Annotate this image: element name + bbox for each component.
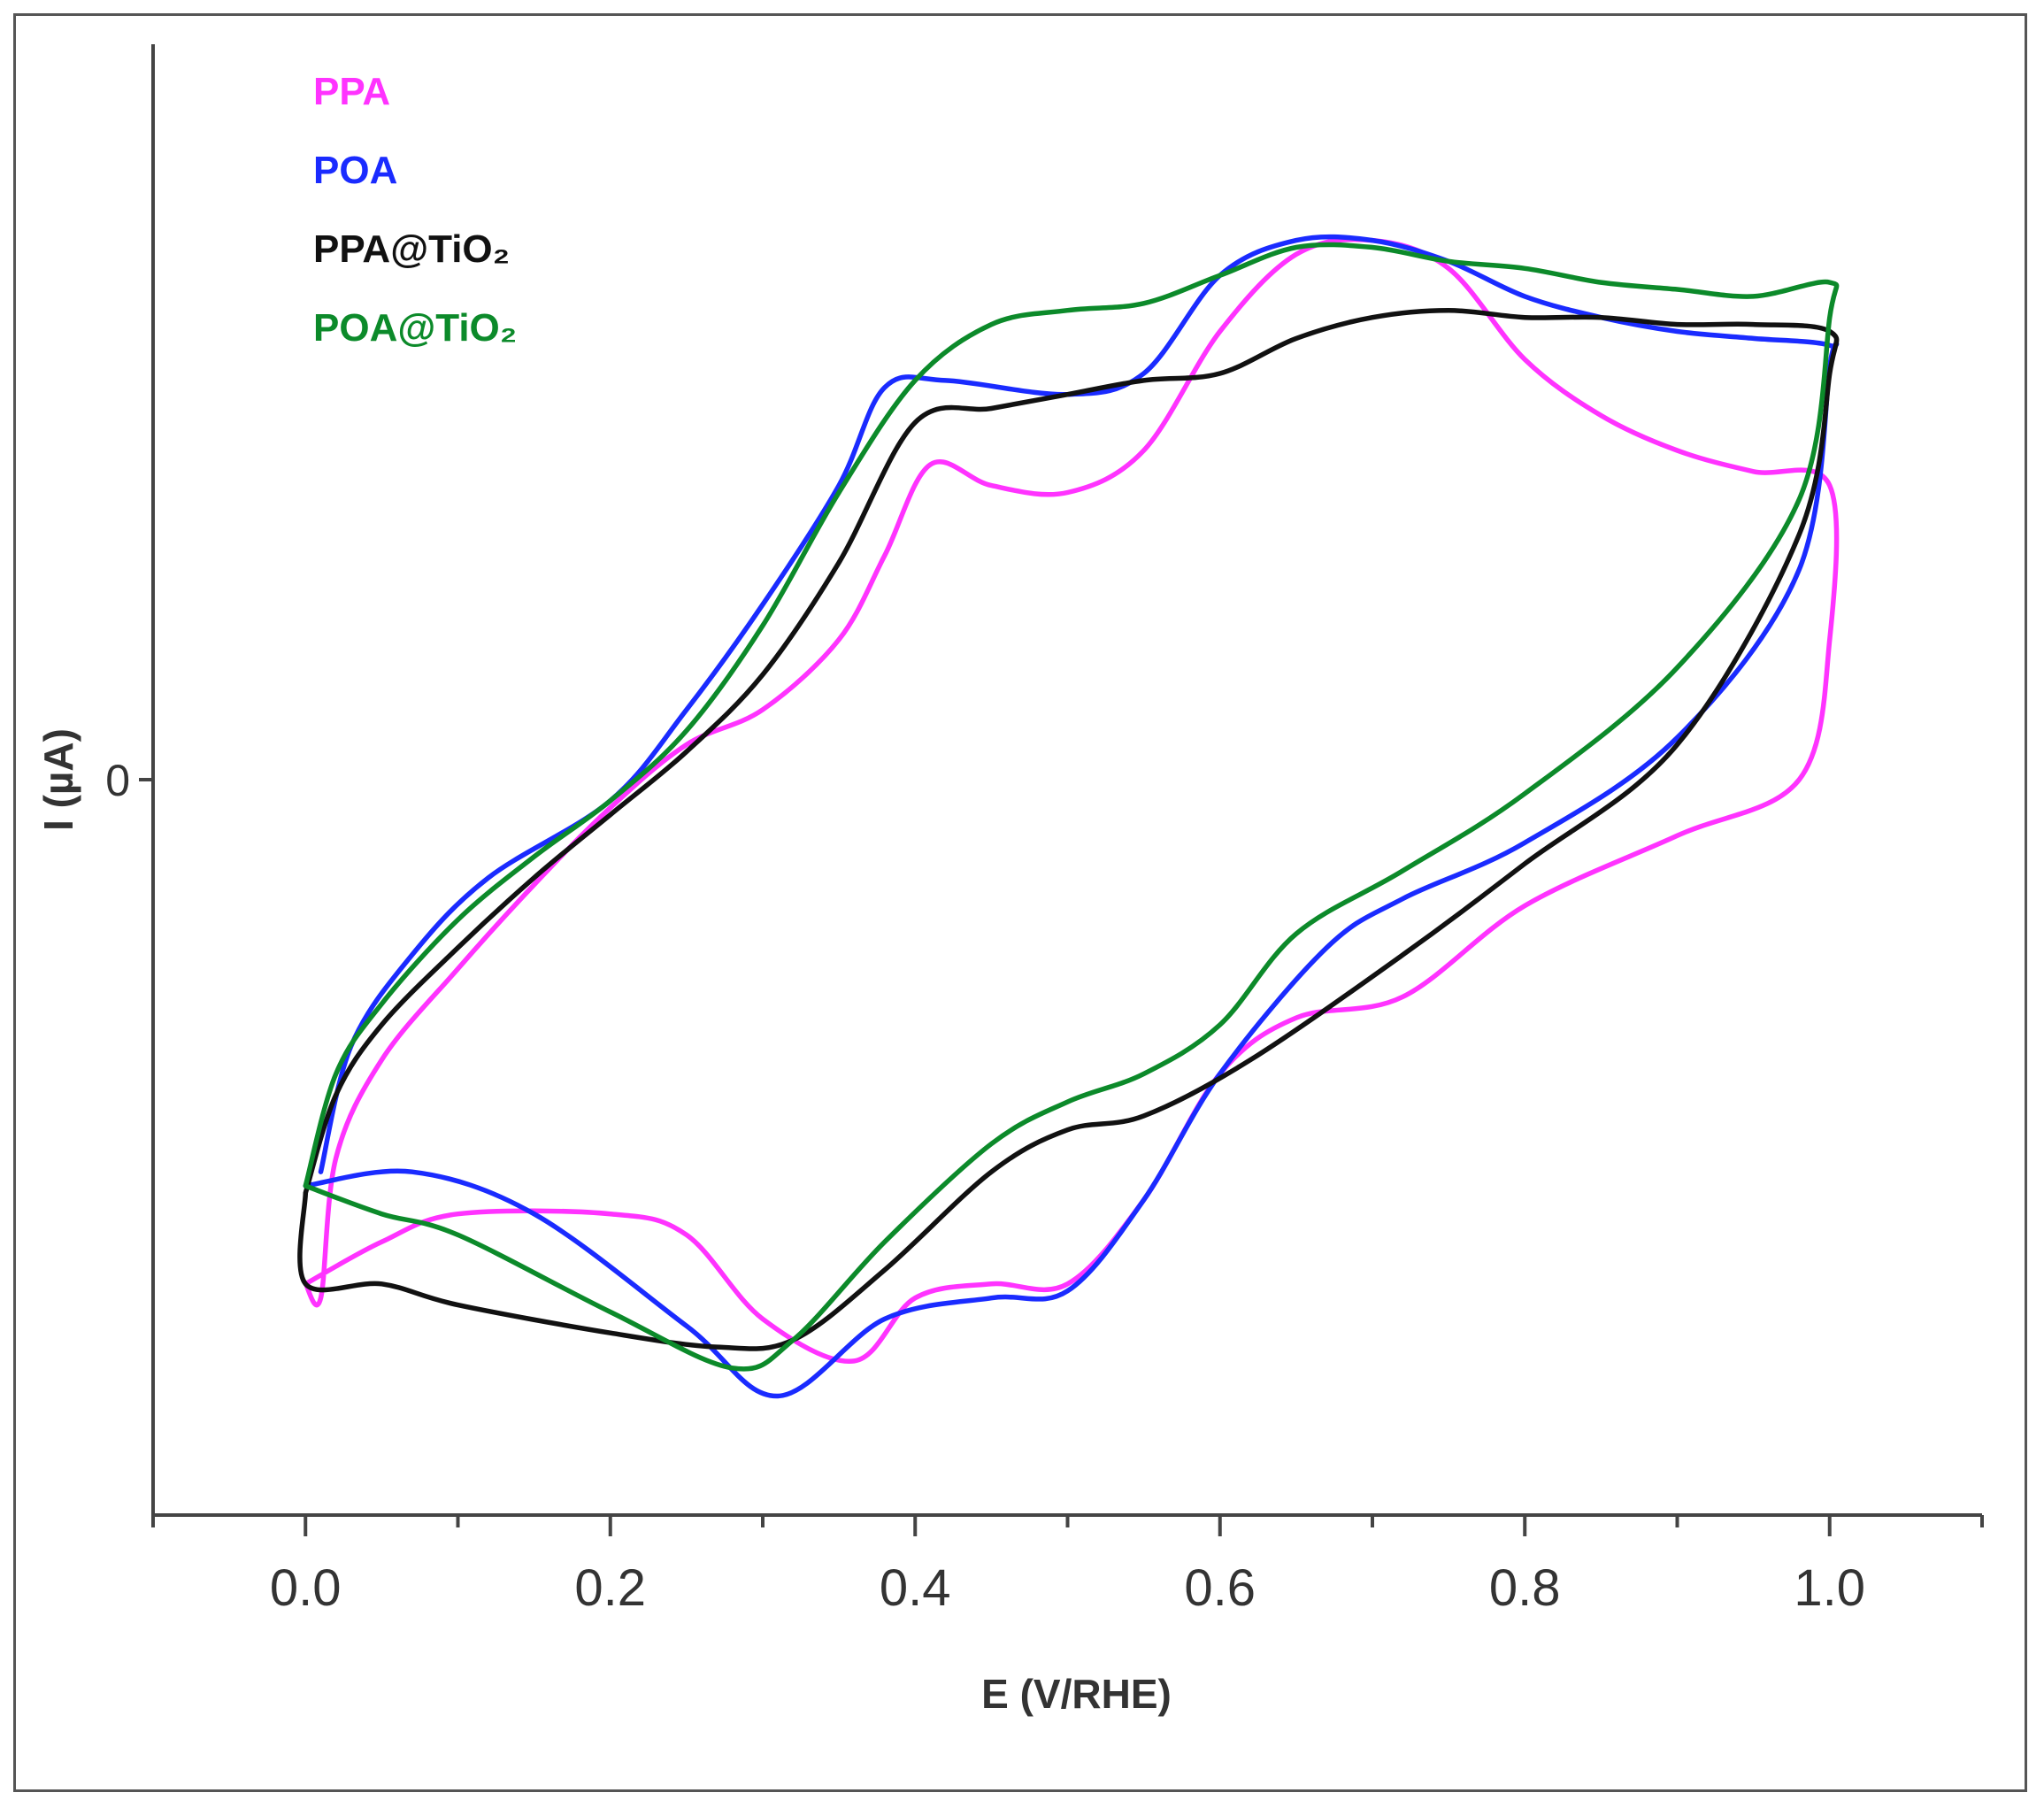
figure-frame: 0.0 0.2 0.4 0.6 0.8 1.0 0 E (V/RHE) I (µA) PP… xyxy=(13,13,2027,1792)
plot-area xyxy=(297,234,1840,1399)
legend: PPA POA PPA@TiO₂ POA@TiO₂ xyxy=(313,70,517,350)
x-ticks: 0.0 0.2 0.4 0.6 0.8 1.0 xyxy=(151,1515,1984,1617)
y-axis-title: I (µA) xyxy=(35,728,81,831)
legend-entry-ppa-tio: PPA@TiO₂ xyxy=(313,227,510,271)
x-tick-label: 1.0 xyxy=(1794,1559,1865,1617)
x-axis-title: E (V/RHE) xyxy=(981,1671,1172,1717)
legend-entry-ppa: PPA xyxy=(313,70,390,113)
x-tick-label: 0.0 xyxy=(270,1559,342,1617)
series-line-poa-tio xyxy=(303,242,1840,1372)
series-line-ppa xyxy=(303,236,1840,1364)
series-line-poa xyxy=(303,234,1840,1399)
x-tick-label: 0.4 xyxy=(880,1559,951,1617)
x-tick-label: 0.8 xyxy=(1489,1559,1561,1617)
legend-entry-poa-tio: POA@TiO₂ xyxy=(313,306,517,350)
y-ticks: 0 xyxy=(105,756,153,805)
x-tick-label: 0.6 xyxy=(1184,1559,1256,1617)
cv-chart: 0.0 0.2 0.4 0.6 0.8 1.0 0 E (V/RHE) I (µA) PP… xyxy=(35,44,1984,1717)
y-tick-label: 0 xyxy=(105,756,130,805)
series-line-ppa-tio xyxy=(297,307,1840,1351)
legend-entry-poa: POA xyxy=(313,149,397,192)
x-tick-label: 0.2 xyxy=(574,1559,646,1617)
